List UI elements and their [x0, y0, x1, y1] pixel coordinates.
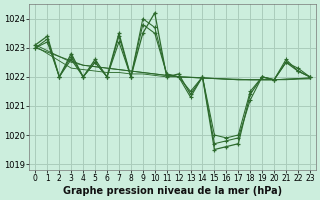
- X-axis label: Graphe pression niveau de la mer (hPa): Graphe pression niveau de la mer (hPa): [63, 186, 282, 196]
